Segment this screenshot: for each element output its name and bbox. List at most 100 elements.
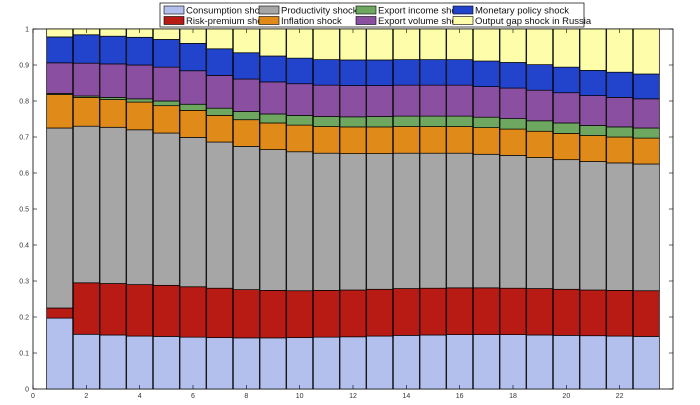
bar-segment-1-x14: [392, 335, 420, 390]
bar-segment-3-x3: [99, 126, 127, 284]
bar-segment-3-x6: [179, 137, 207, 288]
bar-segment-2-x14: [392, 288, 420, 336]
bar-segment-6-x20: [552, 92, 580, 124]
legend-label-3: Productivity shock: [281, 6, 358, 17]
bar-segment-6-x11: [312, 84, 340, 117]
bar-segment-3-x14: [392, 152, 420, 289]
legend-swatch-6: [355, 16, 377, 25]
x-tick-label: 16: [456, 393, 464, 400]
bar-segment-4-x5: [152, 105, 180, 134]
bar-segment-1-x15: [419, 334, 447, 390]
bar-segment-4-x3: [99, 99, 127, 128]
bar-segment-5-x8: [232, 111, 260, 121]
bar-segment-7-x13: [366, 59, 394, 86]
bar-segment-2-x13: [366, 288, 394, 337]
bar-segment-6-x19: [526, 89, 554, 122]
bar-segment-2-x10: [286, 290, 314, 338]
bar-segment-6-x2: [72, 62, 100, 97]
x-tick-label: 20: [562, 393, 570, 400]
y-tick-label: 0.2: [19, 315, 29, 322]
bar-segment-1-x23: [632, 336, 660, 390]
x-tick-label: 10: [296, 393, 304, 400]
bar-segment-3-x10: [286, 151, 314, 292]
bar-segment-7-x23: [632, 73, 660, 100]
bar-segment-3-x17: [472, 153, 500, 289]
bar-segment-7-x15: [419, 59, 447, 86]
legend-label-7: Monetary policy shock: [475, 6, 569, 17]
bar-segment-6-x3: [99, 63, 127, 98]
bar-segment-1-x3: [99, 334, 127, 390]
bar-segment-1-x18: [499, 334, 527, 390]
bar-segment-8-x17: [472, 28, 500, 62]
bar-segment-4-x7: [206, 115, 234, 143]
bar-segment-1-x9: [259, 337, 287, 390]
bar-segment-6-x1: [46, 62, 74, 94]
bar-segment-4-x18: [499, 128, 527, 156]
ticks-layer: 00.10.20.30.40.50.60.70.80.910 2 4 6 8 10 12 14…: [19, 27, 673, 400]
bar-segment-8-x15: [419, 28, 447, 60]
bar-segment-6-x23: [632, 98, 660, 129]
legend-swatch-8: [452, 16, 474, 25]
bar-segment-4-x23: [632, 137, 660, 165]
bar-segment-3-x1: [46, 127, 74, 309]
x-tick-label: 12: [349, 393, 357, 400]
bar-segment-6-x5: [152, 66, 180, 102]
bar-segment-7-x1: [46, 36, 74, 64]
bar-segment-8-x7: [206, 28, 234, 50]
x-tick-label: 22: [616, 393, 624, 400]
bar-segment-4-x21: [579, 135, 607, 162]
bar-segment-5-x10: [286, 115, 314, 126]
bar-segment-8-x5: [152, 28, 180, 40]
bar-segment-7-x6: [179, 43, 207, 72]
bar-segment-2-x19: [526, 288, 554, 336]
bar-segment-8-x19: [526, 28, 554, 65]
bar-segment-5-x14: [392, 115, 420, 127]
bar-segment-2-x4: [126, 284, 154, 337]
bar-segment-7-x19: [526, 64, 554, 91]
bar-segment-4-x12: [339, 126, 367, 154]
bar-segment-3-x16: [446, 152, 474, 289]
bar-segment-5-x5: [152, 100, 180, 107]
bar-segment-7-x4: [126, 36, 154, 66]
bar-segment-4-x19: [526, 130, 554, 158]
bar-segment-3-x11: [312, 152, 340, 291]
bar-segment-7-x11: [312, 59, 340, 86]
bar-segment-6-x8: [232, 78, 260, 112]
bar-segment-4-x22: [606, 136, 634, 164]
bar-segment-6-x9: [259, 81, 287, 115]
bar-segment-8-x3: [99, 28, 127, 37]
bar-segment-7-x16: [446, 59, 474, 86]
y-tick-label: 1: [25, 27, 29, 34]
bar-segment-6-x16: [446, 84, 474, 117]
bar-segment-4-x1: [46, 94, 74, 129]
bar-segment-2-x18: [499, 287, 527, 335]
bar-segment-1-x11: [312, 336, 340, 390]
bar-segment-4-x6: [179, 110, 207, 138]
bar-segment-6-x18: [499, 87, 527, 119]
x-tick-label: 14: [402, 393, 410, 400]
x-tick-label: 0: [31, 393, 35, 400]
bar-segment-7-x8: [232, 52, 260, 80]
bar-segment-4-x14: [392, 126, 420, 154]
bar-segment-1-x20: [552, 335, 580, 390]
bar-segment-8-x1: [46, 28, 74, 38]
bar-segment-5-x19: [526, 120, 554, 132]
bar-segment-2-x22: [606, 290, 634, 337]
bar-segment-3-x18: [499, 155, 527, 289]
bar-segment-1-x6: [179, 336, 207, 390]
bar-segment-4-x16: [446, 126, 474, 154]
bar-segment-5-x4: [126, 98, 154, 103]
bar-segment-3-x21: [579, 161, 607, 291]
x-tick-label: 6: [191, 393, 195, 400]
bar-segment-1-x17: [472, 334, 500, 390]
bar-segment-8-x22: [606, 28, 634, 73]
bar-segment-4-x9: [259, 122, 287, 150]
bar-segment-4-x11: [312, 126, 340, 154]
legend-swatch-7: [452, 5, 474, 15]
bar-segment-3-x8: [232, 146, 260, 290]
bar-segment-8-x12: [339, 28, 367, 61]
bar-segment-5-x21: [579, 125, 607, 136]
bar-segment-1-x1: [46, 317, 74, 390]
bar-segment-3-x12: [339, 153, 367, 291]
